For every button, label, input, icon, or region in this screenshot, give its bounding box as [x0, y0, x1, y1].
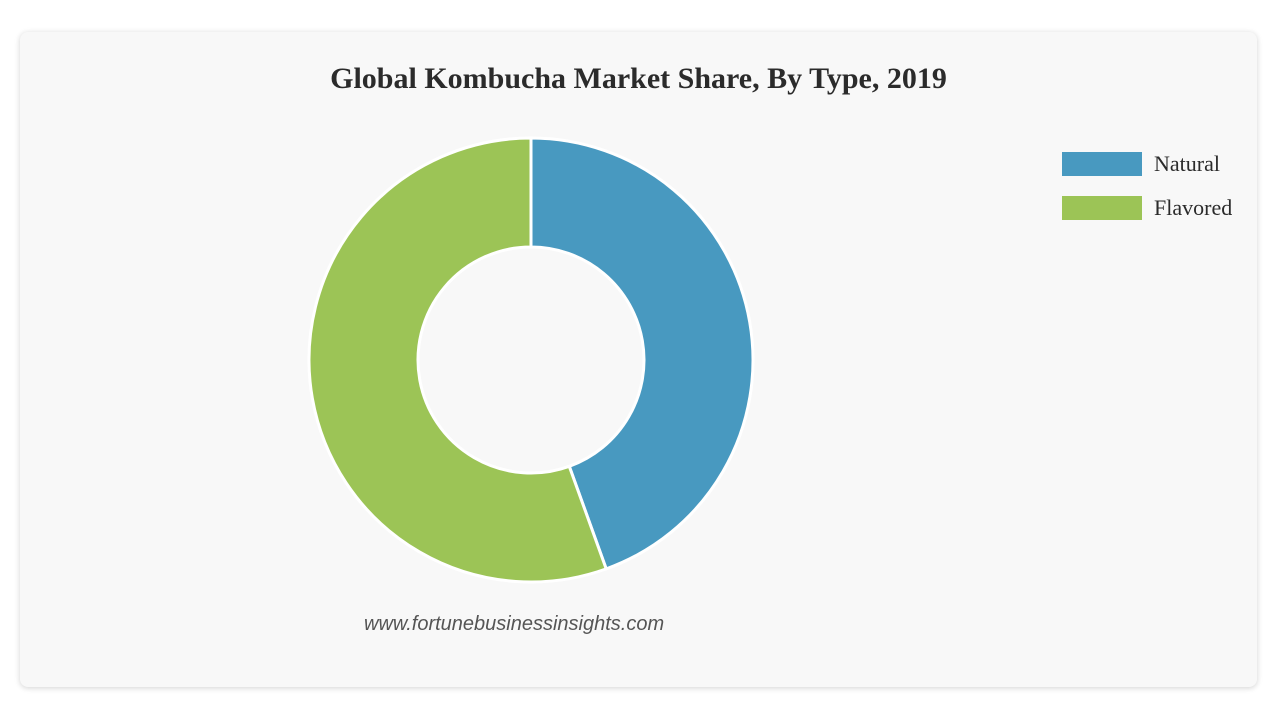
legend-swatch-flavored — [1062, 196, 1142, 220]
legend-item-natural[interactable]: Natural — [1062, 151, 1232, 176]
legend-swatch-natural — [1062, 152, 1142, 176]
legend-label-flavored: Flavored — [1154, 195, 1233, 220]
donut-chart — [307, 136, 755, 584]
donut-slice-flavored[interactable] — [307, 136, 609, 584]
legend: Natural Flavored — [1062, 151, 1233, 240]
source-url: www.fortunebusinessinsights.com — [364, 613, 665, 635]
chart-title: Global Kombucha Market Share, By Type, 2… — [330, 62, 947, 95]
legend-item-flavored[interactable]: Flavored — [1062, 195, 1233, 220]
donut-slice-natural[interactable] — [529, 136, 755, 571]
legend-label-natural: Natural — [1154, 151, 1220, 176]
chart-card: Global Kombucha Market Share, By Type, 2… — [20, 32, 1257, 687]
